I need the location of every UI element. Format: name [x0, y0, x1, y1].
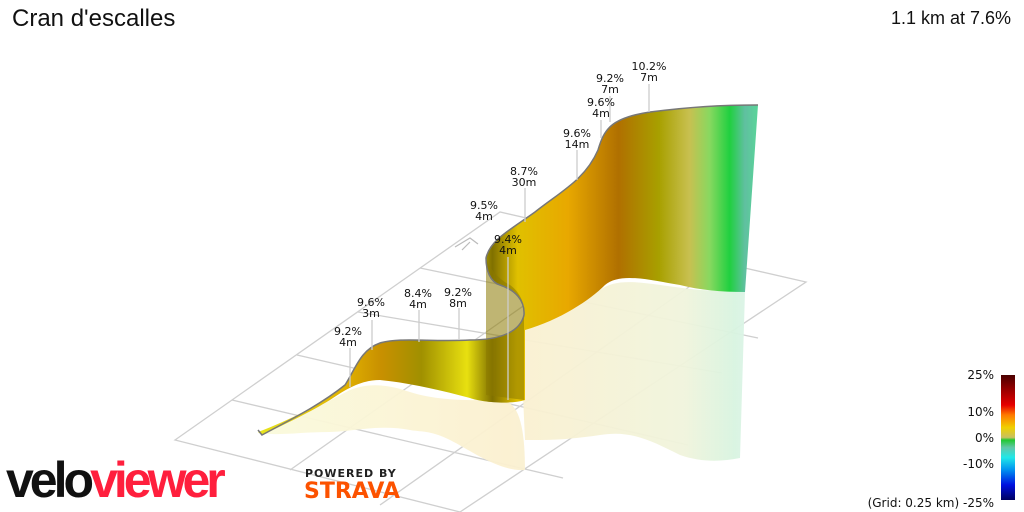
strava-logo[interactable]: STRAVA [304, 479, 400, 504]
annotation-length: 4m [475, 210, 493, 223]
veloviewer-logo[interactable]: veloviewer [6, 452, 226, 508]
annotation-length: 3m [362, 307, 380, 320]
ribbon-top-edge [257, 104, 759, 436]
annotation-gradient: 9.6% [563, 127, 591, 140]
annotation-length: 14m [565, 138, 590, 151]
north-indicator-icon [454, 237, 479, 251]
annotation-gradient: 8.4% [404, 287, 432, 300]
annotation-gradient: 9.6% [587, 96, 615, 109]
annotation-gradient: 9.2% [444, 286, 472, 299]
annotation-length: 7m [640, 71, 658, 84]
powered-by-label: POWERED BY [305, 467, 397, 480]
annotation-gradient: 8.7% [510, 165, 538, 178]
annotation-gradient: 9.2% [334, 325, 362, 338]
legend-label-0: 0% [974, 431, 994, 445]
annotation-length: 7m [601, 83, 619, 96]
annotation-gradient: 10.2% [632, 60, 667, 73]
grid-scale-note: (Grid: 0.25 km) [867, 496, 960, 510]
annotation-leaders [349, 84, 650, 400]
legend-label-neg10: -10% [962, 457, 994, 471]
gradient-colorbar [1001, 375, 1015, 500]
annotation-length: 4m [499, 244, 517, 257]
annotation-length: 4m [409, 298, 427, 311]
annotation-length: 30m [512, 176, 537, 189]
segment-title: Cran d'escalles [12, 5, 176, 32]
annotation-gradient: 9.5% [470, 199, 498, 212]
profile-shadow-right [520, 282, 745, 461]
profile-shadow [258, 385, 525, 471]
gradient-annotations: 9.2% 4m 9.6% 3m 8.4% 4m 9.2% 8m 9.4% 4m … [334, 60, 666, 349]
annotation-gradient: 9.4% [494, 233, 522, 246]
annotation-length: 4m [592, 107, 610, 120]
legend-label-min: (Grid: 0.25 km) -25% [867, 496, 994, 510]
annotation-gradient: 9.6% [357, 296, 385, 309]
legend-label-10: 10% [967, 405, 994, 419]
annotation-length: 8m [449, 297, 467, 310]
segment-summary: 1.1 km at 7.6% [890, 8, 1011, 28]
annotation-length: 4m [339, 336, 357, 349]
legend-label-max: 25% [967, 368, 994, 382]
annotation-gradient: 9.2% [596, 72, 624, 85]
